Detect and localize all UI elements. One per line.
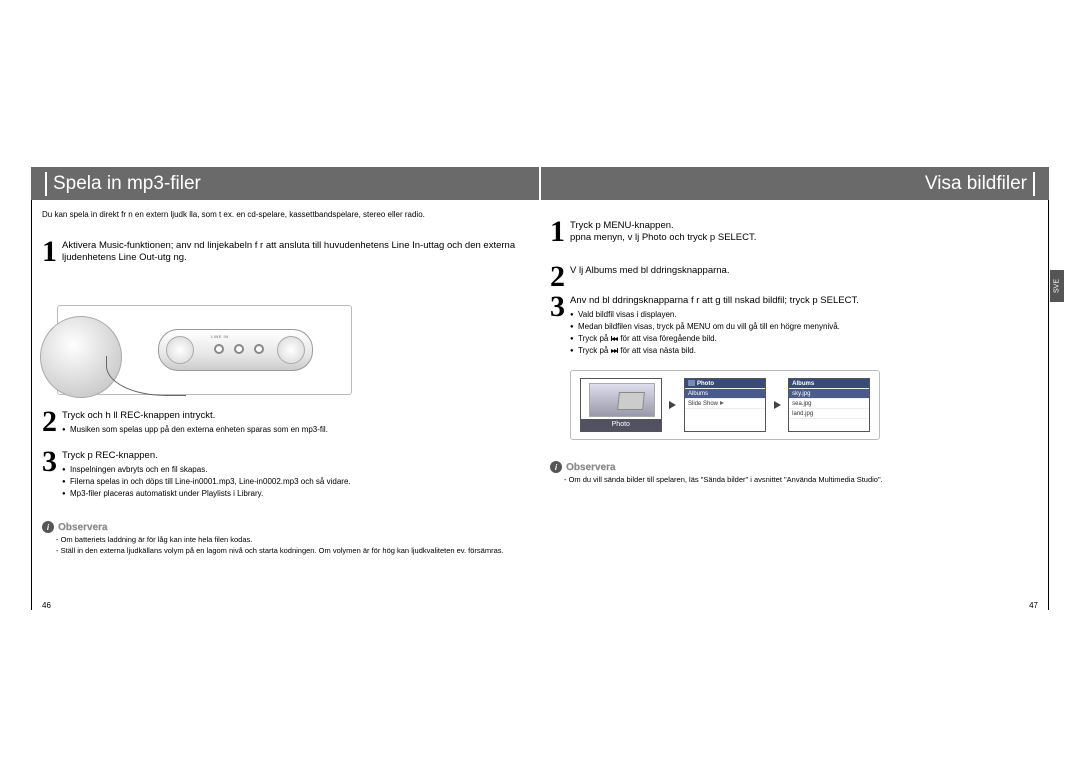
rewind-icon	[611, 337, 618, 341]
device-button-right-icon	[277, 336, 305, 364]
page-spread: Spela in mp3-filer Du kan spela in direk…	[31, 170, 1049, 610]
screen-preview-icon	[589, 383, 655, 417]
screen2-row: Albums	[685, 389, 765, 399]
step-3-left: 3 Tryck p REC-knappen. Inspelningen avbr…	[42, 450, 530, 500]
screen3-row: sky.jpg	[789, 389, 869, 399]
screen-2: Photo Albums Slide Show	[684, 378, 766, 432]
device-illustration: LINE IN	[57, 305, 352, 395]
header-title-right: Visa bildfiler	[925, 173, 1027, 195]
step3r-bullet: Vald bildfil visas i displayen.	[570, 309, 1038, 321]
step-num-3: 3	[550, 290, 565, 324]
step3-text: Tryck p REC-knappen.	[62, 450, 530, 462]
screen2-row: Slide Show	[685, 399, 765, 409]
play-icon	[720, 401, 724, 405]
step1-text: Aktivera Music-funktionen; anv nd linjek…	[62, 240, 530, 265]
notice-label: Observera	[58, 522, 107, 533]
screen-3: Albums sky.jpg sea.jpg land.jpg	[788, 378, 870, 432]
step-num-2: 2	[42, 405, 57, 439]
page-right: Visa bildfiler SVE 1 Tryck p MENU-knappe…	[540, 170, 1049, 610]
screen2-title: Photo	[697, 381, 714, 387]
step2-text: Tryck och h ll REC-knappen intryckt.	[62, 410, 530, 422]
step3r-bullet: Tryck på för att visa föregående bild.	[570, 333, 1038, 345]
jack-icon	[214, 344, 224, 354]
step-2-left: 2 Tryck och h ll REC-knappen intryckt. M…	[42, 410, 530, 436]
jacks-icon	[214, 344, 264, 354]
step1r-line2: ppna menyn, v lj Photo och tryck p SELEC…	[570, 232, 1038, 244]
step-1-left: 1 Aktivera Music-funktionen; anv nd linj…	[42, 240, 530, 265]
camera-icon	[617, 392, 645, 410]
step-2-right: 2 V lj Albums med bl ddringsknapparna.	[550, 265, 1038, 277]
screen3-title: Albums	[789, 379, 869, 389]
step3r-text: Anv nd bl ddringsknapparna f r att g til…	[570, 295, 1038, 307]
step-num-2: 2	[550, 260, 565, 294]
device-button-left-icon	[166, 336, 194, 364]
step3r-bullet: Medan bildfilen visas, tryck på MENU om …	[570, 321, 1038, 333]
header-right: Visa bildfiler	[541, 167, 1049, 200]
page-left: Spela in mp3-filer Du kan spela in direk…	[31, 170, 540, 610]
info-icon: i	[42, 521, 54, 533]
screen1-label: Photo	[581, 419, 661, 431]
info-icon: i	[550, 461, 562, 473]
notice-right: i Observera - Om du vill sända bilder ti…	[550, 455, 1038, 486]
step3-bullet: Mp3-filer placeras automatiskt under Pla…	[62, 488, 530, 500]
step-num-1: 1	[550, 215, 565, 249]
arrow-right-icon	[774, 401, 781, 409]
step2r-text: V lj Albums med bl ddringsknapparna.	[570, 265, 1038, 277]
screen3-row: sea.jpg	[789, 399, 869, 409]
page-number-right: 47	[1029, 601, 1038, 610]
intro-text: Du kan spela in direkt fr n en extern lj…	[42, 210, 530, 220]
header-rule-icon	[1033, 172, 1035, 196]
step-num-3: 3	[42, 445, 57, 479]
header-title-left: Spela in mp3-filer	[53, 173, 201, 195]
notice-line: - Ställ in den externa ljudkällans volym…	[56, 546, 530, 557]
photo-icon	[688, 380, 695, 386]
jack-label: LINE IN	[211, 334, 229, 339]
step-3-right: 3 Anv nd bl ddringsknapparna f r att g t…	[550, 295, 1038, 357]
notice-line-r: - Om du vill sända bilder till spelaren,…	[564, 475, 1038, 486]
jack-labels: LINE IN	[211, 334, 229, 339]
mp3-device-icon: LINE IN	[158, 329, 313, 371]
step2-bullet: Musiken som spelas upp på den externa en…	[62, 424, 530, 436]
jack-icon	[254, 344, 264, 354]
step3-bullet: Filerna spelas in och döps till Line-in0…	[62, 476, 530, 488]
screens-illustration: Photo Photo Albums Slide Show Albums sky…	[570, 370, 880, 440]
screen2-row-text: Slide Show	[688, 401, 718, 407]
step1r-line1: Tryck p MENU-knappen.	[570, 220, 1038, 232]
screen3-row: land.jpg	[789, 409, 869, 419]
language-tab: SVE	[1050, 270, 1064, 302]
step3r-bullet: Tryck på för att visa nästa bild.	[570, 345, 1038, 357]
notice-label-r: Observera	[566, 462, 615, 473]
step3-bullet: Inspelningen avbryts och en fil skapas.	[62, 464, 530, 476]
step-num-1: 1	[42, 235, 57, 269]
page-number-left: 46	[42, 601, 51, 610]
screen-1: Photo	[580, 378, 662, 432]
notice-line: - Om batteriets laddning är för låg kan …	[56, 535, 530, 546]
step-1-right: 1 Tryck p MENU-knappen. ppna menyn, v lj…	[550, 220, 1038, 245]
header-left: Spela in mp3-filer	[31, 167, 539, 200]
arrow-right-icon	[669, 401, 676, 409]
jack-icon	[234, 344, 244, 354]
notice-left: i Observera - Om batteriets laddning är …	[42, 515, 530, 556]
header-rule-icon	[45, 172, 47, 196]
